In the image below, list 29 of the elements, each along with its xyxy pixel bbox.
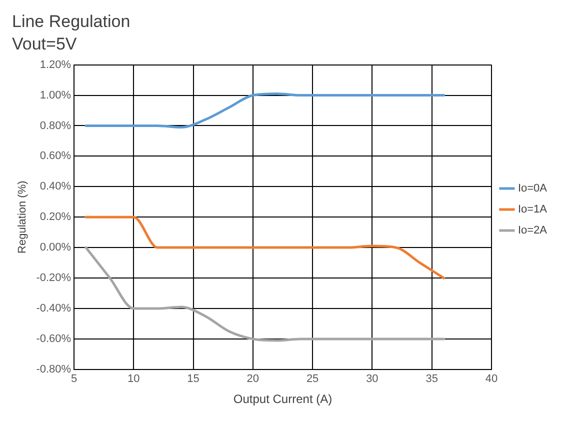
x-axis-title: Output Current (A)	[233, 392, 332, 406]
y-tick-label: 0.60%	[40, 150, 72, 162]
x-tick-label: 25	[306, 373, 319, 386]
y-axis-title: Regulation (%)	[16, 180, 29, 254]
x-tick-label: 30	[366, 373, 378, 386]
y-tick-label: 0.20%	[40, 211, 72, 224]
chart-title: Line Regulation	[12, 12, 130, 31]
y-tick-label: 1.00%	[40, 89, 72, 102]
chart-subtitle: Vout=5V	[12, 34, 78, 54]
y-tick-label: -0.20%	[36, 272, 72, 284]
y-tick-label: 1.20%	[40, 58, 72, 71]
y-tick-label: 0.80%	[40, 120, 72, 132]
legend-label: Io=2A	[518, 224, 548, 237]
x-tick-label: 35	[426, 373, 438, 386]
y-tick-label: -0.40%	[36, 302, 72, 315]
legend-label: Io=1A	[518, 204, 548, 216]
y-tick-label: 0.40%	[40, 180, 72, 193]
x-tick-label: 15	[187, 373, 200, 386]
line-series	[84, 216, 445, 280]
y-tick-label: 0.00%	[40, 242, 72, 254]
x-tick-label: 5	[70, 373, 78, 386]
x-tick-label: 20	[246, 373, 260, 386]
y-tick-label: -0.80%	[36, 363, 72, 376]
line-series	[84, 246, 445, 342]
y-tick-label: -0.60%	[36, 332, 72, 345]
x-tick-label: 10	[128, 373, 140, 386]
legend-label: Io=0A	[518, 182, 548, 195]
line-series	[84, 92, 445, 128]
x-tick-label: 40	[485, 373, 498, 386]
